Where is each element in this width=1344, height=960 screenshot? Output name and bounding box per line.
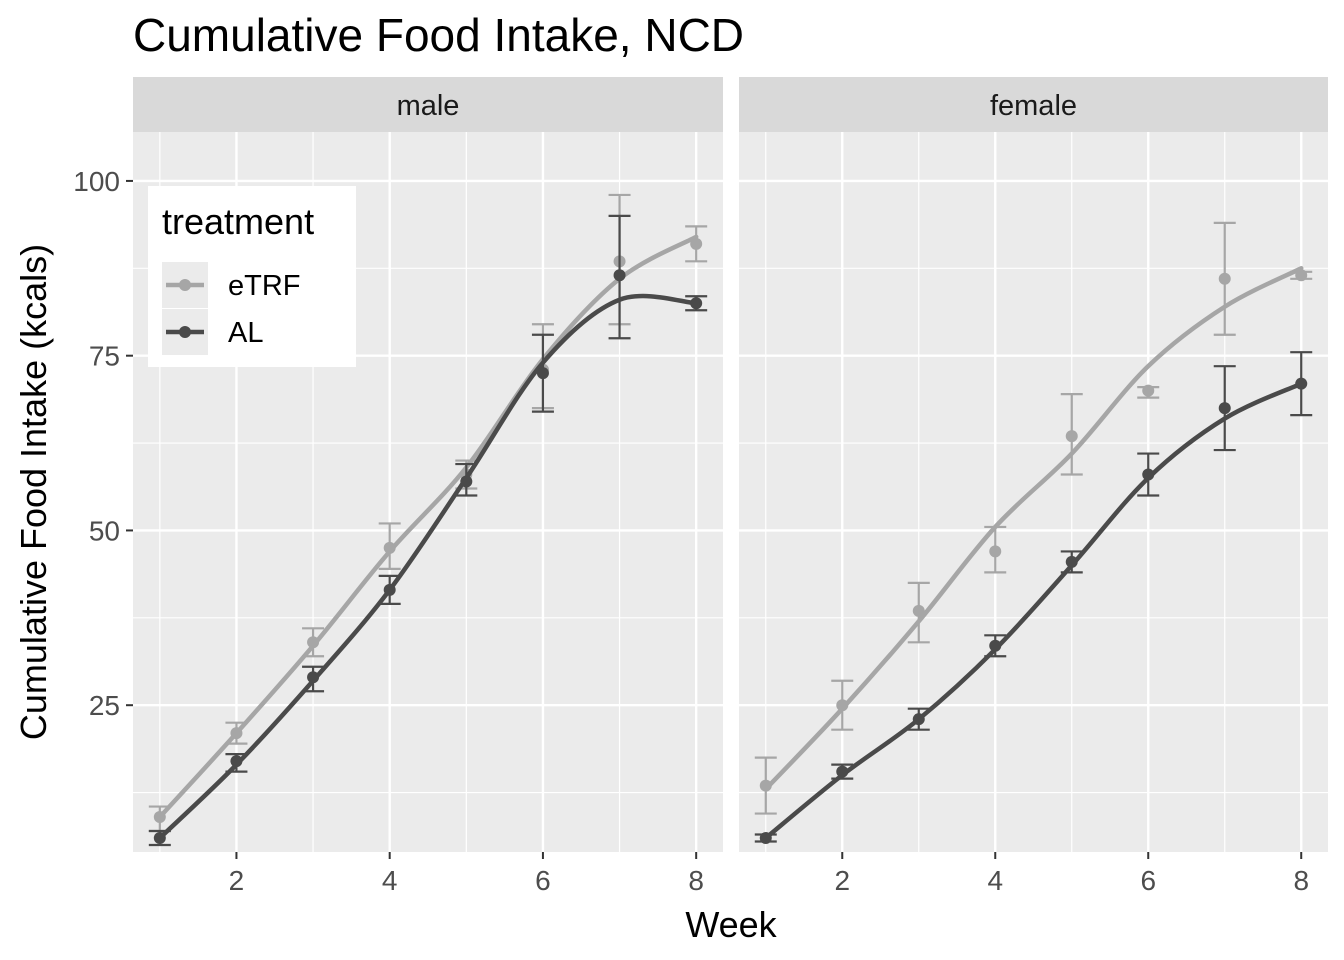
panel-female: female 2 4 6 8 (739, 77, 1328, 896)
x-axis-title: Week (685, 904, 777, 945)
data-point-al (1218, 402, 1231, 415)
data-point-etrf (1218, 272, 1231, 285)
x-tick-label: 4 (987, 865, 1003, 896)
data-point-etrf (912, 604, 925, 617)
data-point-etrf (307, 636, 320, 649)
x-tick-label: 4 (382, 865, 398, 896)
y-tick-label: 75 (89, 341, 120, 372)
legend-title: treatment (162, 201, 314, 242)
data-point-etrf (690, 237, 703, 250)
x-tick-label: 8 (688, 865, 704, 896)
data-point-al (912, 713, 925, 726)
legend-label-al: AL (228, 317, 263, 349)
smooth-line-al (157, 293, 699, 841)
x-tick-label: 6 (1140, 865, 1156, 896)
data-point-al (613, 269, 626, 282)
x-tick-label: 2 (834, 865, 850, 896)
legend-label-etrf: eTRF (228, 270, 301, 302)
y-tick-label: 25 (89, 690, 120, 721)
data-point-etrf (383, 541, 396, 554)
facet-strip (133, 77, 723, 132)
data-point-al (1065, 555, 1078, 568)
data-point-etrf (153, 811, 166, 824)
data-point-etrf (1065, 430, 1078, 443)
data-point-etrf (836, 699, 849, 712)
y-axis-title: Cumulative Food Intake (kcals) (13, 244, 54, 740)
data-point-etrf (989, 545, 1002, 558)
series-al (148, 214, 708, 847)
legend-point-al (179, 326, 191, 338)
facet-strip (739, 77, 1328, 132)
data-point-etrf (1295, 269, 1308, 282)
chart-title: Cumulative Food Intake, NCD (133, 9, 744, 61)
data-point-al (989, 639, 1002, 652)
y-tick-label: 100 (73, 166, 120, 197)
data-point-al (690, 297, 703, 310)
x-tick-label: 2 (229, 865, 245, 896)
data-point-etrf (230, 727, 243, 740)
data-point-al (536, 367, 549, 380)
smooth-line-al (763, 381, 1304, 841)
data-point-al (307, 671, 320, 684)
data-point-al (460, 475, 473, 488)
legend: treatment eTRF AL (148, 186, 356, 367)
data-point-al (836, 765, 849, 778)
facet-label-female: female (990, 90, 1077, 122)
y-tick-label: 50 (89, 515, 120, 546)
data-point-al (1295, 377, 1308, 390)
data-point-al (383, 583, 396, 596)
series-etrf (754, 221, 1313, 815)
series-al (754, 351, 1313, 845)
data-point-etrf (1142, 384, 1155, 397)
facet-label-male: male (397, 90, 460, 122)
smooth-line-etrf (763, 266, 1304, 792)
data-point-al (759, 832, 772, 845)
data-point-al (230, 755, 243, 768)
x-tick-label: 8 (1293, 865, 1309, 896)
legend-point-etrf (179, 279, 191, 291)
data-point-al (153, 832, 166, 845)
data-point-etrf (759, 779, 772, 792)
x-tick-label: 6 (535, 865, 551, 896)
data-point-al (1142, 468, 1155, 481)
